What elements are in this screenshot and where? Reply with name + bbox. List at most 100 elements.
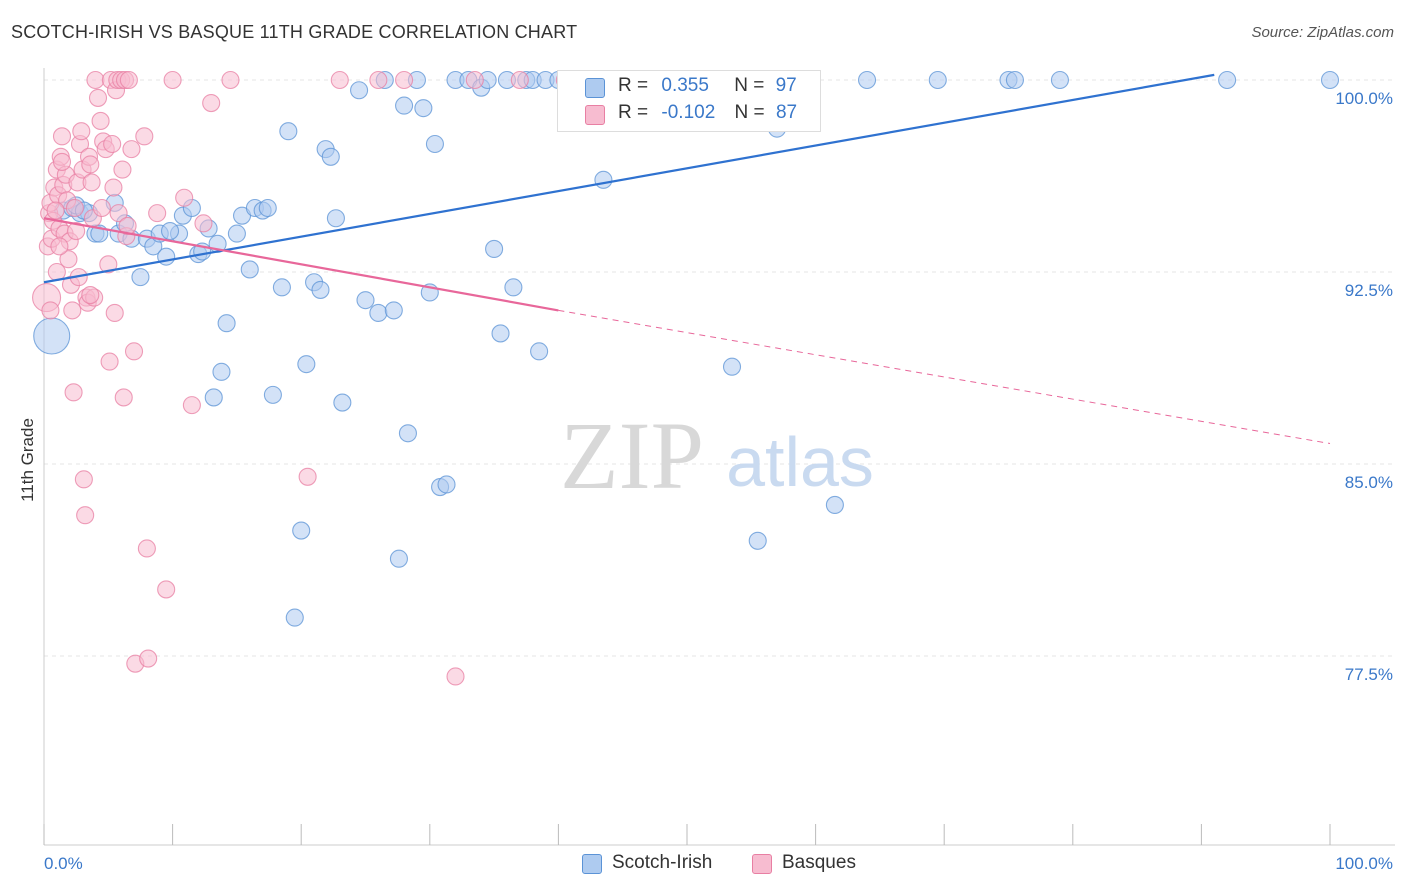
basques-point [330,70,349,90]
scotch-irish-point [279,122,298,141]
data-points [32,70,1340,686]
basques-point [139,649,158,668]
scotch-irish-point [722,357,742,376]
basques-point [114,388,133,407]
tick-labels: 100.0% 92.5% 85.0% 77.5% 0.0% 100.0% [44,89,1393,873]
basques-point [59,250,78,269]
basques-point [119,70,138,90]
scotch-irish-point [928,70,947,90]
scotch-irish-point [594,170,613,189]
y-tick-label: 85.0% [1345,473,1393,492]
basques-point [163,70,182,90]
scotch-irish-point [437,475,456,494]
basques-point [148,204,167,223]
basques-point [91,111,110,131]
basques-point [510,70,529,90]
basques-point [446,667,465,686]
legend-label: Basques [782,852,856,873]
basques-point [105,303,124,323]
basques-point [369,70,388,90]
x-tick-label: 0.0% [44,854,83,873]
basques-point [50,237,69,256]
basques-point [122,140,141,159]
basques-point [46,201,65,220]
stats-legend: R = 0.355 N = 97 R = -0.102 N = 87 [557,70,821,132]
scotch-irish-point [258,198,277,218]
basques-point [103,134,122,154]
scotch-irish-point [414,99,433,118]
basques-point [465,70,484,90]
scotch-irish-point [1320,70,1340,90]
watermark-zip: ZIP [560,402,704,509]
basques-point [395,70,414,90]
basques-point [82,173,101,192]
r-label: R = [618,102,649,123]
scotch-irish-point [356,291,375,310]
scotch-irish-point [292,521,311,540]
n-label: N = [734,75,765,96]
legend-label: Scotch-Irish [612,852,713,873]
basques-point [124,342,144,361]
r-value: 0.355 [661,75,709,96]
scotch-irish-point [748,531,767,550]
basques-point [118,216,137,235]
basques-point [76,506,95,525]
basques-point [182,396,201,415]
scotch-irish-point [350,81,369,100]
basques-point [113,160,132,179]
basques-point [52,127,72,146]
basques-point [67,221,86,241]
basques-point [81,285,100,305]
scotch-irish-point [369,303,388,323]
scotch-irish-point [321,147,340,166]
scotch-irish-point [297,355,316,374]
scotch-irish-point [263,385,282,404]
basques-point [92,198,111,218]
x-tick-label: 100.0% [1335,854,1393,873]
trend-lines [43,73,1331,445]
y-tick-label: 92.5% [1345,281,1393,300]
scotch-irish-point [384,301,403,320]
scotch-irish-point [285,608,304,627]
basques-point [65,198,84,218]
scotch-irish-point [1218,70,1237,90]
scotch-irish-point [530,342,549,361]
scotch-irish-swatch [582,854,602,874]
scotch-irish-point [389,549,408,568]
chart-title: SCOTCH-IRISH VS BASQUE 11TH GRADE CORREL… [11,22,578,42]
scotch-irish-point [240,260,259,279]
scotch-irish-point [227,224,246,243]
scotch-irish-point [160,221,180,241]
basques-point [74,470,93,489]
scotch-irish-point [33,317,71,355]
watermark: ZIP atlas [560,402,874,509]
scotch-irish-point [825,495,844,515]
watermark-atlas: atlas [726,423,874,501]
scotch-irish-point [491,324,510,343]
y-axis-label: 11th Grade [18,418,37,502]
basques-point [137,539,156,558]
basques-point [81,155,100,174]
scotch-irish-point [857,70,877,90]
chart-source: Source: ZipAtlas.com [1251,24,1394,41]
scotch-irish-point [217,314,236,333]
basques-trend-line-extension [558,309,1331,445]
basques-point [135,127,154,146]
scotch-irish-point [272,278,291,297]
scotch-irish-point [311,280,330,299]
basques-point [221,70,240,90]
basques-swatch [752,854,772,874]
n-label: N = [734,102,765,123]
basques-point [86,70,105,90]
n-value: 97 [775,75,797,96]
scotch-irish-point [504,278,523,297]
basques-point [175,188,194,207]
scotch-irish-point [204,388,223,407]
basques-point [64,383,83,402]
scotch-irish-point [1050,70,1069,90]
scotch-irish-point [398,424,417,443]
basques-point [109,204,128,223]
basques-point [88,88,108,107]
basques-point [72,122,91,141]
